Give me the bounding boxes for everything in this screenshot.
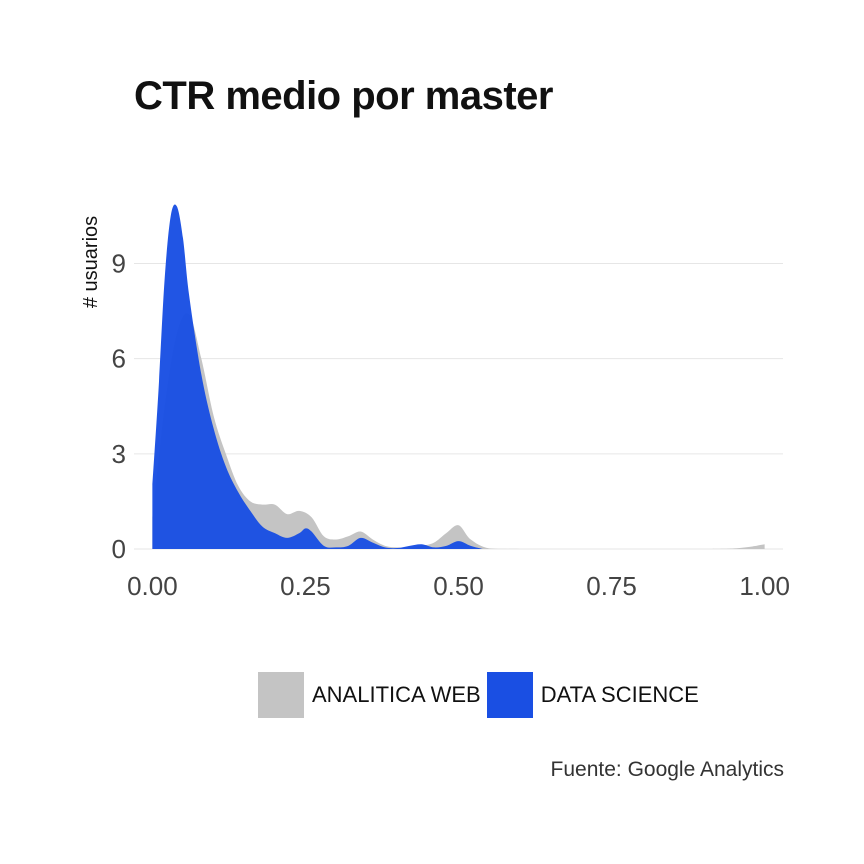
- y-tick-label-9: 9: [112, 248, 126, 278]
- source-caption: Fuente: Google Analytics: [550, 758, 784, 781]
- y-tick-label-3: 3: [112, 439, 126, 469]
- chart-title: CTR medio por master: [134, 74, 553, 118]
- x-tick-label-0.50: 0.50: [433, 571, 484, 601]
- density-area-data-science: [152, 204, 483, 549]
- legend-swatch-analitica-web: [258, 672, 304, 718]
- x-tick-label-0.75: 0.75: [586, 571, 637, 601]
- legend-label-data-science: DATA SCIENCE: [540, 682, 699, 707]
- x-tick-label-0.25: 0.25: [280, 571, 331, 601]
- y-axis-label: # usuarios: [80, 216, 102, 308]
- legend-label-analitica-web: ANALITICA WEB: [312, 682, 481, 707]
- legend-swatch-data-science: [486, 672, 533, 718]
- legend-item-analitica-web: ANALITICA WEB: [258, 672, 481, 718]
- legend-item-data-science: DATA SCIENCE: [486, 672, 699, 718]
- y-tick-label-0: 0: [112, 534, 126, 564]
- x-tick-label-0.00: 0.00: [127, 571, 178, 601]
- y-tick-label-6: 6: [112, 344, 126, 374]
- legend: ANALITICA WEB DATA SCIENCE: [258, 672, 705, 718]
- x-tick-label-1.00: 1.00: [739, 571, 790, 601]
